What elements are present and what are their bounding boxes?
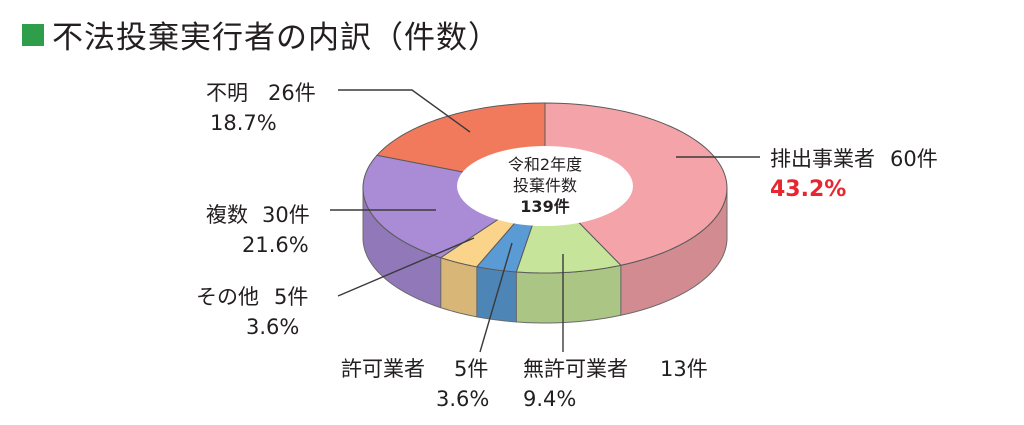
pie-center-hole [457,146,633,226]
center-label-line1: 令和2年度 [508,155,582,174]
slice-label-name-4: 複数 [206,203,248,227]
leader-lines [330,89,760,353]
center-label-line2: 投棄件数 [513,176,577,195]
slice-label-percent-4: 21.6% [242,233,309,257]
slice-label-name-0: 排出事業者 [770,147,875,171]
slice-label-percent-1: 9.4% [523,387,576,411]
slice-label-count-2: 5件 [454,357,488,381]
slice-label-percent-2: 3.6% [436,387,489,411]
pie-side-group [362,187,728,324]
slice-label-name-3: その他 [196,285,259,309]
center-label-line3: 139件 [520,197,569,216]
slice-label-percent-5: 18.7% [210,111,277,135]
slice-label-count-3: 5件 [274,285,308,309]
slice-label-name-1: 無許可業者 [523,357,628,381]
slice-label-count-5: 26件 [268,81,316,105]
pie-slice-0 [544,102,728,266]
leader-line-3 [337,237,475,297]
slice-label-name-2: 許可業者 [341,357,425,381]
slice-label-count-0: 60件 [890,147,938,171]
slice-label-percent-3: 3.6% [246,315,299,339]
leader-line-5 [338,89,471,133]
slice-label-count-1: 13件 [660,357,708,381]
slice-labels: 排出事業者 60件 43.2% 無許可業者 13件 9.4% 許可業者 5件 3… [196,81,938,411]
leader-line-2 [479,242,513,353]
pie-side-1 [515,264,622,324]
pie-side-3 [440,256,478,318]
chart-title-block: 不法投棄実行者の内訳（件数） [22,12,500,57]
chart-title: 不法投棄実行者の内訳（件数） [52,20,500,56]
slice-label-count-4: 30件 [262,203,310,227]
slice-label-name-5: 不明 [206,81,248,105]
pie-top-group [362,102,728,274]
title-marker-square [22,23,44,46]
slice-label-percent-0: 43.2% [770,177,846,202]
center-label-group: 令和2年度 投棄件数 139件 [508,155,582,216]
